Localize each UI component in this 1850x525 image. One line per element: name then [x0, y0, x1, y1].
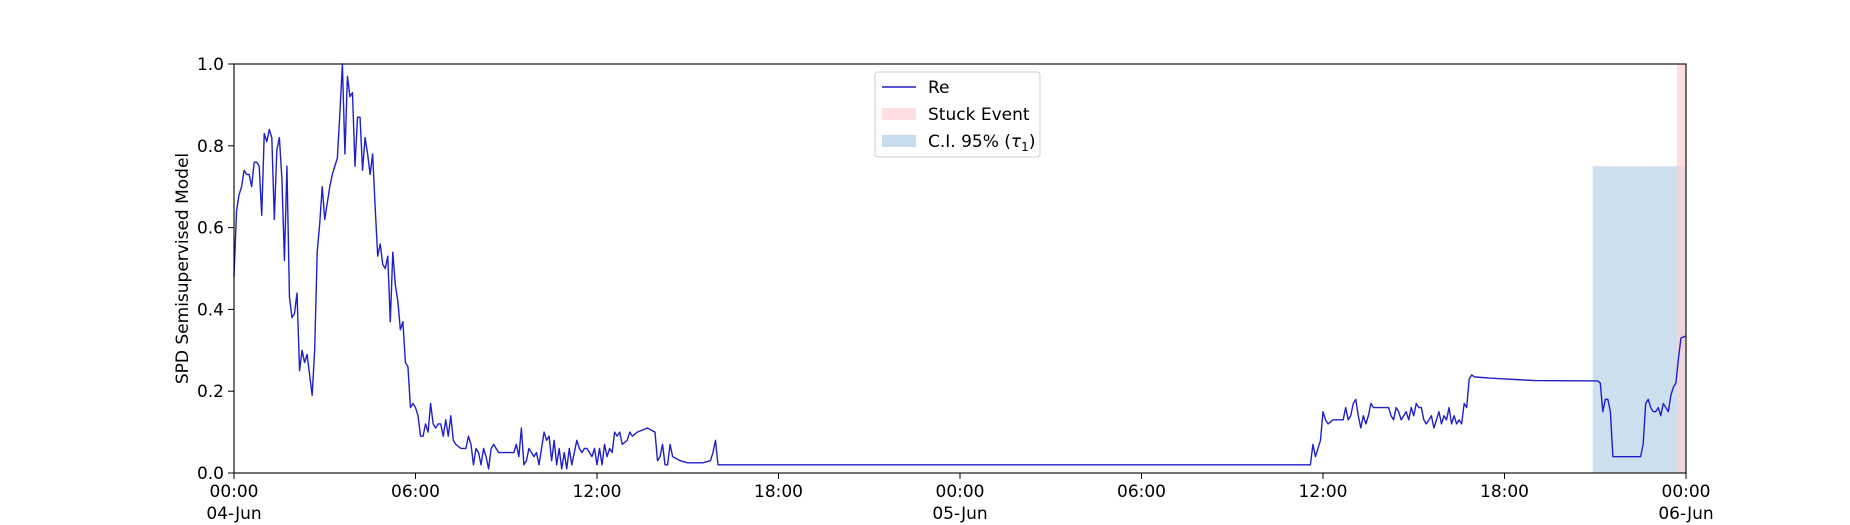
y-tick-label: 0.4 — [197, 300, 224, 320]
legend: Re Stuck Event C.I. 95% (τ1) — [874, 71, 1041, 158]
legend-entry-label: Stuck Event — [928, 105, 1030, 125]
y-tick-label: 0.8 — [197, 137, 224, 157]
y-tick-label: 0.2 — [197, 382, 224, 402]
series-lines — [233, 63, 1687, 470]
x-tick-date-label: 06-Jun — [1658, 504, 1713, 524]
x-tick-date-label: 04-Jun — [206, 504, 261, 524]
x-tick-label: 18:00 — [1480, 482, 1529, 502]
x-axis-ticks: 00:0004-Jun199006:0012:0018:0000:0005-Ju… — [206, 473, 1714, 524]
y-tick-label: 0.0 — [197, 464, 224, 484]
x-tick-date-label: 05-Jun — [932, 504, 987, 524]
x-tick-label: 00:00 — [936, 482, 985, 502]
legend-entry-label: Re — [928, 78, 950, 98]
region-confidence-interval — [1592, 166, 1686, 473]
x-tick-label: 06:00 — [1117, 482, 1166, 502]
x-tick-label: 00:00 — [210, 482, 259, 502]
series-line-re — [233, 63, 1687, 470]
x-tick-label: 12:00 — [1299, 482, 1348, 502]
x-tick-label: 00:00 — [1662, 482, 1711, 502]
y-axis-ticks: 0.0 0.2 0.4 0.6 0.8 1.0 — [197, 55, 234, 484]
legend-box — [874, 71, 1041, 158]
shaded-regions — [1592, 64, 1686, 473]
y-tick-label: 1.0 — [197, 55, 224, 75]
x-tick-label: 12:00 — [573, 482, 622, 502]
y-axis-label: SPD Semisupervised Model — [173, 153, 193, 384]
legend-entry-label: C.I. 95% (τ1) — [928, 132, 1035, 154]
x-tick-label: 06:00 — [391, 482, 440, 502]
y-tick-label: 0.6 — [197, 219, 224, 239]
x-tick-label: 18:00 — [754, 482, 803, 502]
legend-swatch-patch — [882, 135, 916, 147]
region-stuck-event — [1676, 64, 1686, 473]
legend-swatch-patch — [882, 108, 916, 120]
